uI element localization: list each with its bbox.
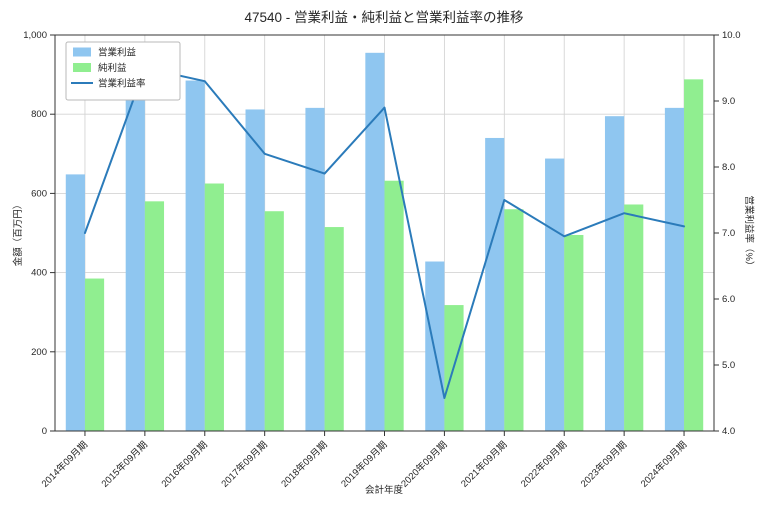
bar-営業利益-2023年09月期 — [604, 116, 625, 432]
legend-label: 営業利益率 — [98, 78, 146, 90]
x-tick-label: 2018年09月期 — [279, 439, 330, 490]
left-tick-label: 0 — [42, 426, 47, 437]
bar-純利益-2018年09月期 — [324, 227, 344, 431]
legend-label: 営業利益 — [98, 47, 137, 59]
x-tick-label: 2015年09月期 — [99, 439, 150, 490]
left-tick-label: 600 — [31, 188, 47, 199]
bar-純利益-2015年09月期 — [144, 201, 165, 431]
line-営業利益率 — [83, 67, 686, 399]
bar-営業利益-2019年09月期 — [365, 52, 385, 431]
right-tick-label: 10.0 — [722, 30, 741, 41]
legend-box — [65, 41, 181, 101]
bar-営業利益-2022年09月期 — [545, 158, 565, 431]
left-tick-label: 1,000 — [23, 30, 47, 41]
x-tick-label: 2021年09月期 — [458, 439, 509, 490]
bar-純利益-2024年09月期 — [684, 79, 704, 432]
x-tick-label: 2024年09月期 — [638, 439, 689, 490]
x-axis-label: 会計年度 — [364, 485, 404, 496]
bar-純利益-2016年09月期 — [204, 183, 224, 431]
legend-swatch-純利益 — [73, 63, 91, 72]
bar-純利益-2017年09月期 — [264, 211, 284, 431]
x-tick-label: 2023年09月期 — [578, 439, 629, 490]
x-tick-label: 2019年09月期 — [339, 439, 390, 490]
bar-純利益-2014年09月期 — [84, 278, 105, 431]
right-tick-label: 9.0 — [722, 96, 735, 107]
bar-営業利益-2020年09月期 — [425, 261, 445, 431]
bar-純利益-2023年09月期 — [624, 204, 644, 431]
legend-swatch-営業利益 — [73, 47, 91, 57]
bar-営業利益-2017年09月期 — [245, 109, 265, 431]
right-tick-label: 8.0 — [722, 162, 735, 173]
bar-営業利益-2015年09月期 — [125, 65, 145, 431]
x-tick-label: 2017年09月期 — [219, 439, 270, 490]
left-tick-label: 400 — [31, 268, 47, 279]
bar-純利益-2022年09月期 — [564, 234, 584, 431]
right-tick-label: 6.0 — [722, 294, 735, 305]
right-tick-label: 4.0 — [722, 426, 735, 437]
bar-営業利益-2021年09月期 — [485, 137, 505, 431]
x-tick-label: 2020年09月期 — [398, 439, 449, 490]
legend-label: 純利益 — [98, 62, 127, 74]
bar-純利益-2021年09月期 — [504, 209, 524, 431]
bar-営業利益-2018年09月期 — [305, 107, 325, 431]
x-tick-label: 2014年09月期 — [39, 439, 90, 490]
chart-title: 47540 - 営業利益・純利益と営業利益率の推移 — [244, 10, 524, 25]
left-tick-label: 800 — [31, 109, 47, 120]
bar-営業利益-2014年09月期 — [65, 174, 85, 431]
bar-純利益-2019年09月期 — [384, 180, 404, 431]
left-tick-label: 200 — [31, 347, 47, 358]
x-tick-label: 2016年09月期 — [159, 439, 210, 490]
right-tick-label: 5.0 — [722, 360, 735, 371]
bar-営業利益-2016年09月期 — [185, 80, 205, 431]
x-tick-label: 2022年09月期 — [518, 439, 569, 490]
bar-営業利益-2024年09月期 — [664, 107, 685, 431]
right-tick-label: 7.0 — [722, 228, 735, 239]
